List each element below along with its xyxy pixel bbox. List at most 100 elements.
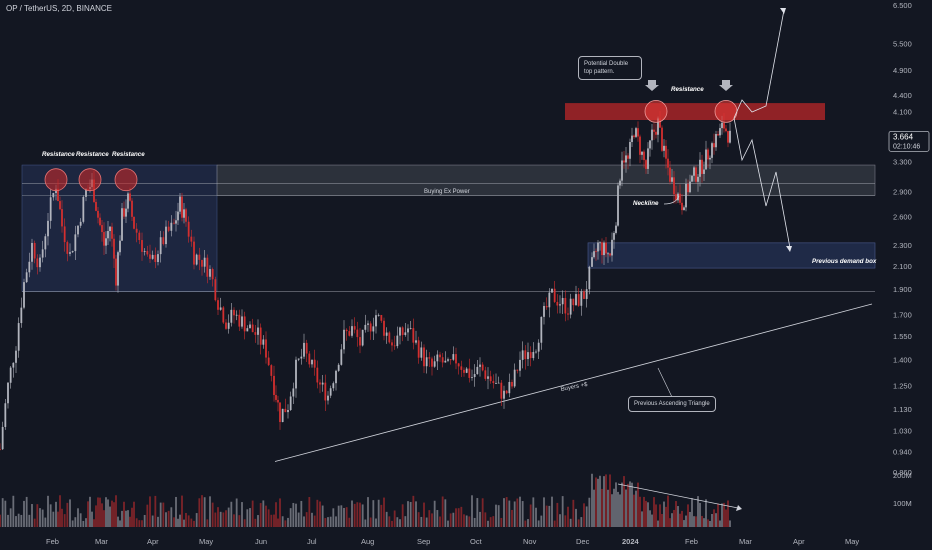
candle-body — [187, 221, 190, 237]
volume-bar — [637, 482, 639, 527]
candle-body — [508, 381, 511, 394]
candle-body — [671, 177, 673, 182]
candle-body — [532, 351, 535, 359]
candle-body — [597, 242, 599, 252]
candle-body — [588, 266, 591, 290]
price-tag-value: 3.664 — [893, 132, 914, 141]
candle-body — [337, 364, 340, 371]
volume-bar — [675, 501, 677, 527]
y-tick-12: 1.700 — [893, 311, 912, 320]
volume-bar — [595, 477, 597, 527]
volume-bar — [607, 489, 609, 527]
candle-body — [206, 257, 209, 277]
volume-bar — [12, 495, 15, 527]
candle-body — [219, 307, 222, 310]
candle-body — [103, 232, 105, 246]
bearish-arrowhead — [786, 246, 792, 252]
volume-bar — [548, 505, 551, 527]
volume-bar — [532, 497, 535, 527]
volume-bar — [135, 518, 138, 527]
volume-bar — [633, 494, 635, 527]
volume-bar — [481, 498, 484, 527]
volume-bar — [447, 520, 449, 527]
candle-body — [105, 238, 107, 246]
candle-body — [492, 381, 495, 384]
volume-bar — [511, 509, 513, 527]
volume-bar — [465, 515, 468, 527]
volume-bar — [273, 514, 275, 527]
volume-bar — [105, 497, 107, 527]
volume-bar — [553, 520, 556, 527]
candle-body — [505, 390, 508, 394]
candle-body — [141, 240, 143, 252]
buying-ex-power-label: Buying Ex Power — [424, 189, 470, 195]
candle-body — [159, 237, 162, 255]
volume-bar — [340, 505, 343, 527]
candle-body — [59, 201, 61, 210]
volume-bar — [449, 513, 452, 527]
candle-body — [227, 322, 230, 329]
volume-bar — [159, 502, 162, 527]
volume-bar — [175, 496, 177, 527]
volume-bar — [457, 508, 460, 527]
volume-bar — [709, 520, 711, 527]
resistance-label-1: Resistance — [76, 151, 109, 158]
candle-body — [529, 352, 532, 359]
candle-body — [661, 127, 663, 151]
volume-bar — [559, 514, 561, 527]
candle-body — [99, 217, 101, 226]
candle-body — [343, 329, 345, 350]
candle-body — [617, 185, 619, 226]
volume-bar — [601, 488, 603, 527]
volume-bar — [31, 504, 33, 527]
candle-body — [569, 298, 572, 315]
candle-body — [181, 196, 183, 218]
candle-body — [95, 201, 97, 211]
double-top-note: Potential Double top pattern. — [578, 56, 642, 80]
volume-bar — [146, 504, 149, 527]
volume-bar — [170, 507, 173, 527]
candle-body — [553, 288, 556, 302]
x-tick-12: Feb — [685, 537, 698, 546]
candle-body — [121, 208, 123, 241]
candle-body — [444, 360, 447, 363]
candle-body — [214, 279, 217, 301]
candle-body — [516, 369, 519, 371]
volume-bar — [651, 514, 653, 527]
volume-bar — [227, 507, 230, 527]
candle-body — [524, 350, 527, 360]
candle-body — [127, 193, 129, 209]
candle-body — [591, 257, 593, 267]
candle-body — [82, 196, 85, 222]
volume-bar — [311, 512, 313, 527]
candle-body — [203, 257, 206, 267]
candle-body — [1, 426, 4, 450]
candle-body — [420, 347, 423, 358]
volume-bar — [217, 507, 219, 527]
volume-bar — [300, 500, 303, 527]
demand-label: Previous demand box — [812, 258, 877, 265]
x-tick-10: Dec — [576, 537, 590, 546]
candle-body — [359, 337, 361, 346]
zone-resistance — [565, 103, 825, 121]
volume-bar — [388, 516, 391, 527]
candle-body — [713, 143, 715, 148]
resistance-label-2: Resistance — [112, 151, 145, 158]
candle-body — [695, 167, 697, 182]
candle-body — [575, 294, 577, 306]
candle-body — [284, 408, 287, 413]
volume-bar — [44, 517, 47, 527]
volume-bar — [63, 514, 66, 527]
resistance-label-0: Resistance — [42, 151, 75, 158]
candle-body — [85, 189, 87, 197]
y-tick-1: 5.500 — [893, 40, 912, 49]
candle-body — [321, 382, 324, 385]
candle-body — [693, 167, 695, 176]
candle-body — [356, 329, 359, 338]
candle-body — [49, 197, 52, 221]
candle-body — [605, 242, 607, 254]
candle-body — [585, 289, 588, 299]
y-tick-6: 3.300 — [893, 158, 912, 167]
volume-bar — [729, 520, 731, 527]
